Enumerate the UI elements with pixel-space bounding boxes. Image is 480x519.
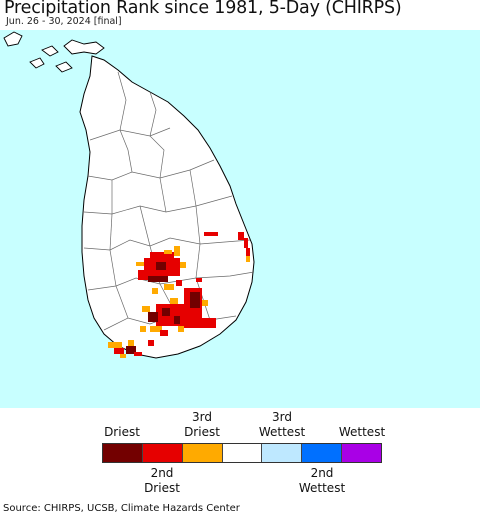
legend-label-3rd-driest: 3rd Driest [184, 410, 220, 439]
date-range-subtitle: Jun. 26 - 30, 2024 [final] [6, 16, 122, 27]
legend-label-3rd-wettest: 3rd Wettest [258, 410, 306, 439]
data-source-credit: Source: CHIRPS, UCSB, Climate Hazards Ce… [3, 503, 240, 514]
map-title: Precipitation Rank since 1981, 5-Day (CH… [4, 0, 402, 18]
legend-swatch-3rd-driest [182, 444, 223, 462]
legend-swatch-normal [222, 444, 263, 462]
legend-color-bar [102, 443, 382, 463]
legend-label-wettest: Wettest [338, 425, 386, 439]
northern-islands [3, 31, 105, 73]
rank-legend: Driest 3rd Driest 3rd Wettest Wettest 2n… [0, 408, 480, 498]
precipitation-rank-map [0, 30, 480, 408]
legend-swatch-driest [103, 444, 143, 462]
legend-swatch-wettest [342, 444, 382, 462]
sri-lanka-landmass [79, 55, 255, 359]
legend-swatch-2nd-wettest [302, 444, 343, 462]
rank-pixels [108, 232, 250, 358]
legend-swatch-2nd-driest [142, 444, 183, 462]
sri-lanka-map-svg [3, 31, 255, 359]
legend-swatch-3rd-wettest [262, 444, 303, 462]
legend-label-2nd-wettest: 2nd Wettest [298, 466, 346, 495]
legend-label-driest: Driest [104, 425, 140, 439]
legend-label-2nd-driest: 2nd Driest [144, 466, 180, 495]
